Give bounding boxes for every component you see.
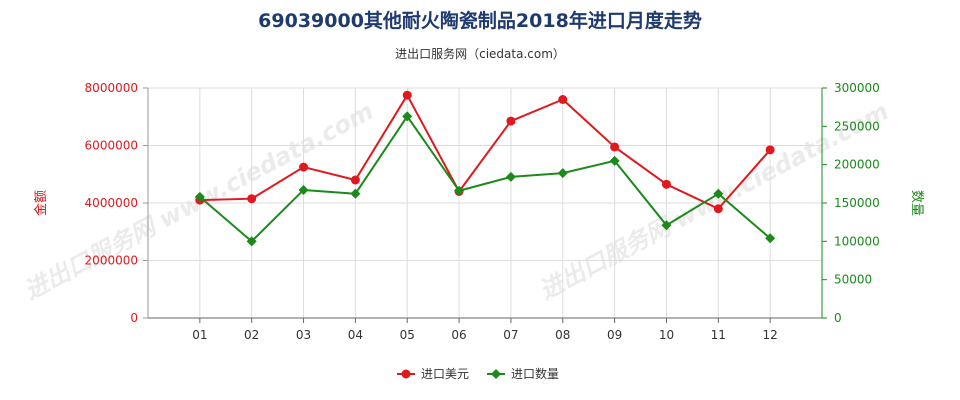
data-point-import-quantity bbox=[350, 188, 361, 199]
right-axis-tick-label: 50000 bbox=[834, 273, 872, 287]
legend-item-import-quantity[interactable]: 进口数量 bbox=[487, 366, 559, 381]
x-axis-tick-label: 08 bbox=[555, 328, 570, 342]
legend-label: 进口数量 bbox=[511, 366, 559, 381]
data-point-import-amount bbox=[247, 194, 257, 204]
data-point-import-quantity bbox=[402, 111, 413, 122]
data-point-import-amount bbox=[350, 175, 360, 185]
data-point-import-quantity bbox=[609, 155, 620, 166]
axes: 0 2000000 4000000 6000000 8000000 0 50000 10000… bbox=[85, 81, 880, 342]
data-point-import-quantity bbox=[246, 236, 257, 247]
x-axis-tick-label: 03 bbox=[296, 328, 311, 342]
left-axis-tick-label: 8000000 bbox=[85, 81, 138, 95]
series-line-import-quantity bbox=[199, 115, 771, 243]
right-axis-tick-label: 200000 bbox=[834, 158, 880, 172]
data-point-import-quantity bbox=[661, 220, 672, 231]
legend-item-import-amount[interactable]: 进口美元 bbox=[397, 367, 469, 381]
chart-title: 69039000其他耐火陶瓷制品2018年进口月度走势 bbox=[258, 9, 702, 32]
data-point-import-quantity bbox=[557, 168, 568, 179]
x-axis-tick-label: 10 bbox=[659, 328, 674, 342]
data-point-import-amount bbox=[299, 162, 309, 172]
series-line-import-amount bbox=[199, 94, 771, 210]
x-axis-tick-label: 05 bbox=[400, 328, 415, 342]
x-axis-tick-label: 06 bbox=[451, 328, 466, 342]
data-point-import-quantity bbox=[765, 233, 776, 244]
data-point-import-amount bbox=[610, 142, 620, 152]
left-axis-title: 金额 bbox=[33, 190, 49, 216]
data-point-import-quantity bbox=[505, 171, 516, 182]
legend: 进口美元 进口数量 bbox=[397, 366, 559, 381]
right-axis-tick-label: 250000 bbox=[834, 119, 880, 133]
x-axis-tick-label: 09 bbox=[607, 328, 622, 342]
left-axis-tick-label: 4000000 bbox=[85, 196, 138, 210]
data-point-import-quantity bbox=[713, 188, 724, 199]
x-axis-tick-label: 02 bbox=[244, 328, 259, 342]
left-axis-tick-label: 6000000 bbox=[85, 139, 138, 153]
data-point-import-amount bbox=[558, 95, 568, 104]
data-point-import-quantity bbox=[454, 185, 465, 196]
data-point-import-amount bbox=[765, 145, 775, 155]
series-import-amount bbox=[195, 90, 775, 214]
right-axis-tick-label: 0 bbox=[834, 311, 842, 325]
x-axis-tick-label: 07 bbox=[503, 328, 518, 342]
series bbox=[194, 90, 776, 247]
right-axis-tick-label: 300000 bbox=[834, 81, 880, 95]
left-axis-tick-label: 0 bbox=[130, 311, 138, 325]
data-point-import-quantity bbox=[298, 184, 309, 195]
right-axis-title: 数量 bbox=[909, 190, 924, 216]
data-point-import-amount bbox=[713, 204, 723, 214]
legend-swatch-marker bbox=[401, 369, 411, 379]
left-axis-tick-label: 2000000 bbox=[85, 254, 138, 268]
x-axis-tick-label: 12 bbox=[763, 328, 778, 342]
right-axis-tick-label: 100000 bbox=[834, 234, 880, 248]
legend-swatch-marker bbox=[491, 369, 501, 379]
data-point-import-amount bbox=[402, 90, 412, 100]
legend-label: 进口美元 bbox=[421, 367, 469, 381]
x-axis-tick-label: 11 bbox=[711, 328, 726, 342]
x-axis-tick-label: 01 bbox=[192, 328, 207, 342]
series-import-quantity bbox=[194, 111, 776, 247]
data-point-import-quantity bbox=[194, 191, 205, 202]
data-point-import-amount bbox=[506, 116, 516, 126]
right-axis-tick-label: 150000 bbox=[834, 196, 880, 210]
x-axis-tick-label: 04 bbox=[348, 328, 363, 342]
data-point-import-amount bbox=[661, 179, 671, 189]
chart-subtitle: 进出口服务网（ciedata.com） bbox=[395, 46, 565, 61]
